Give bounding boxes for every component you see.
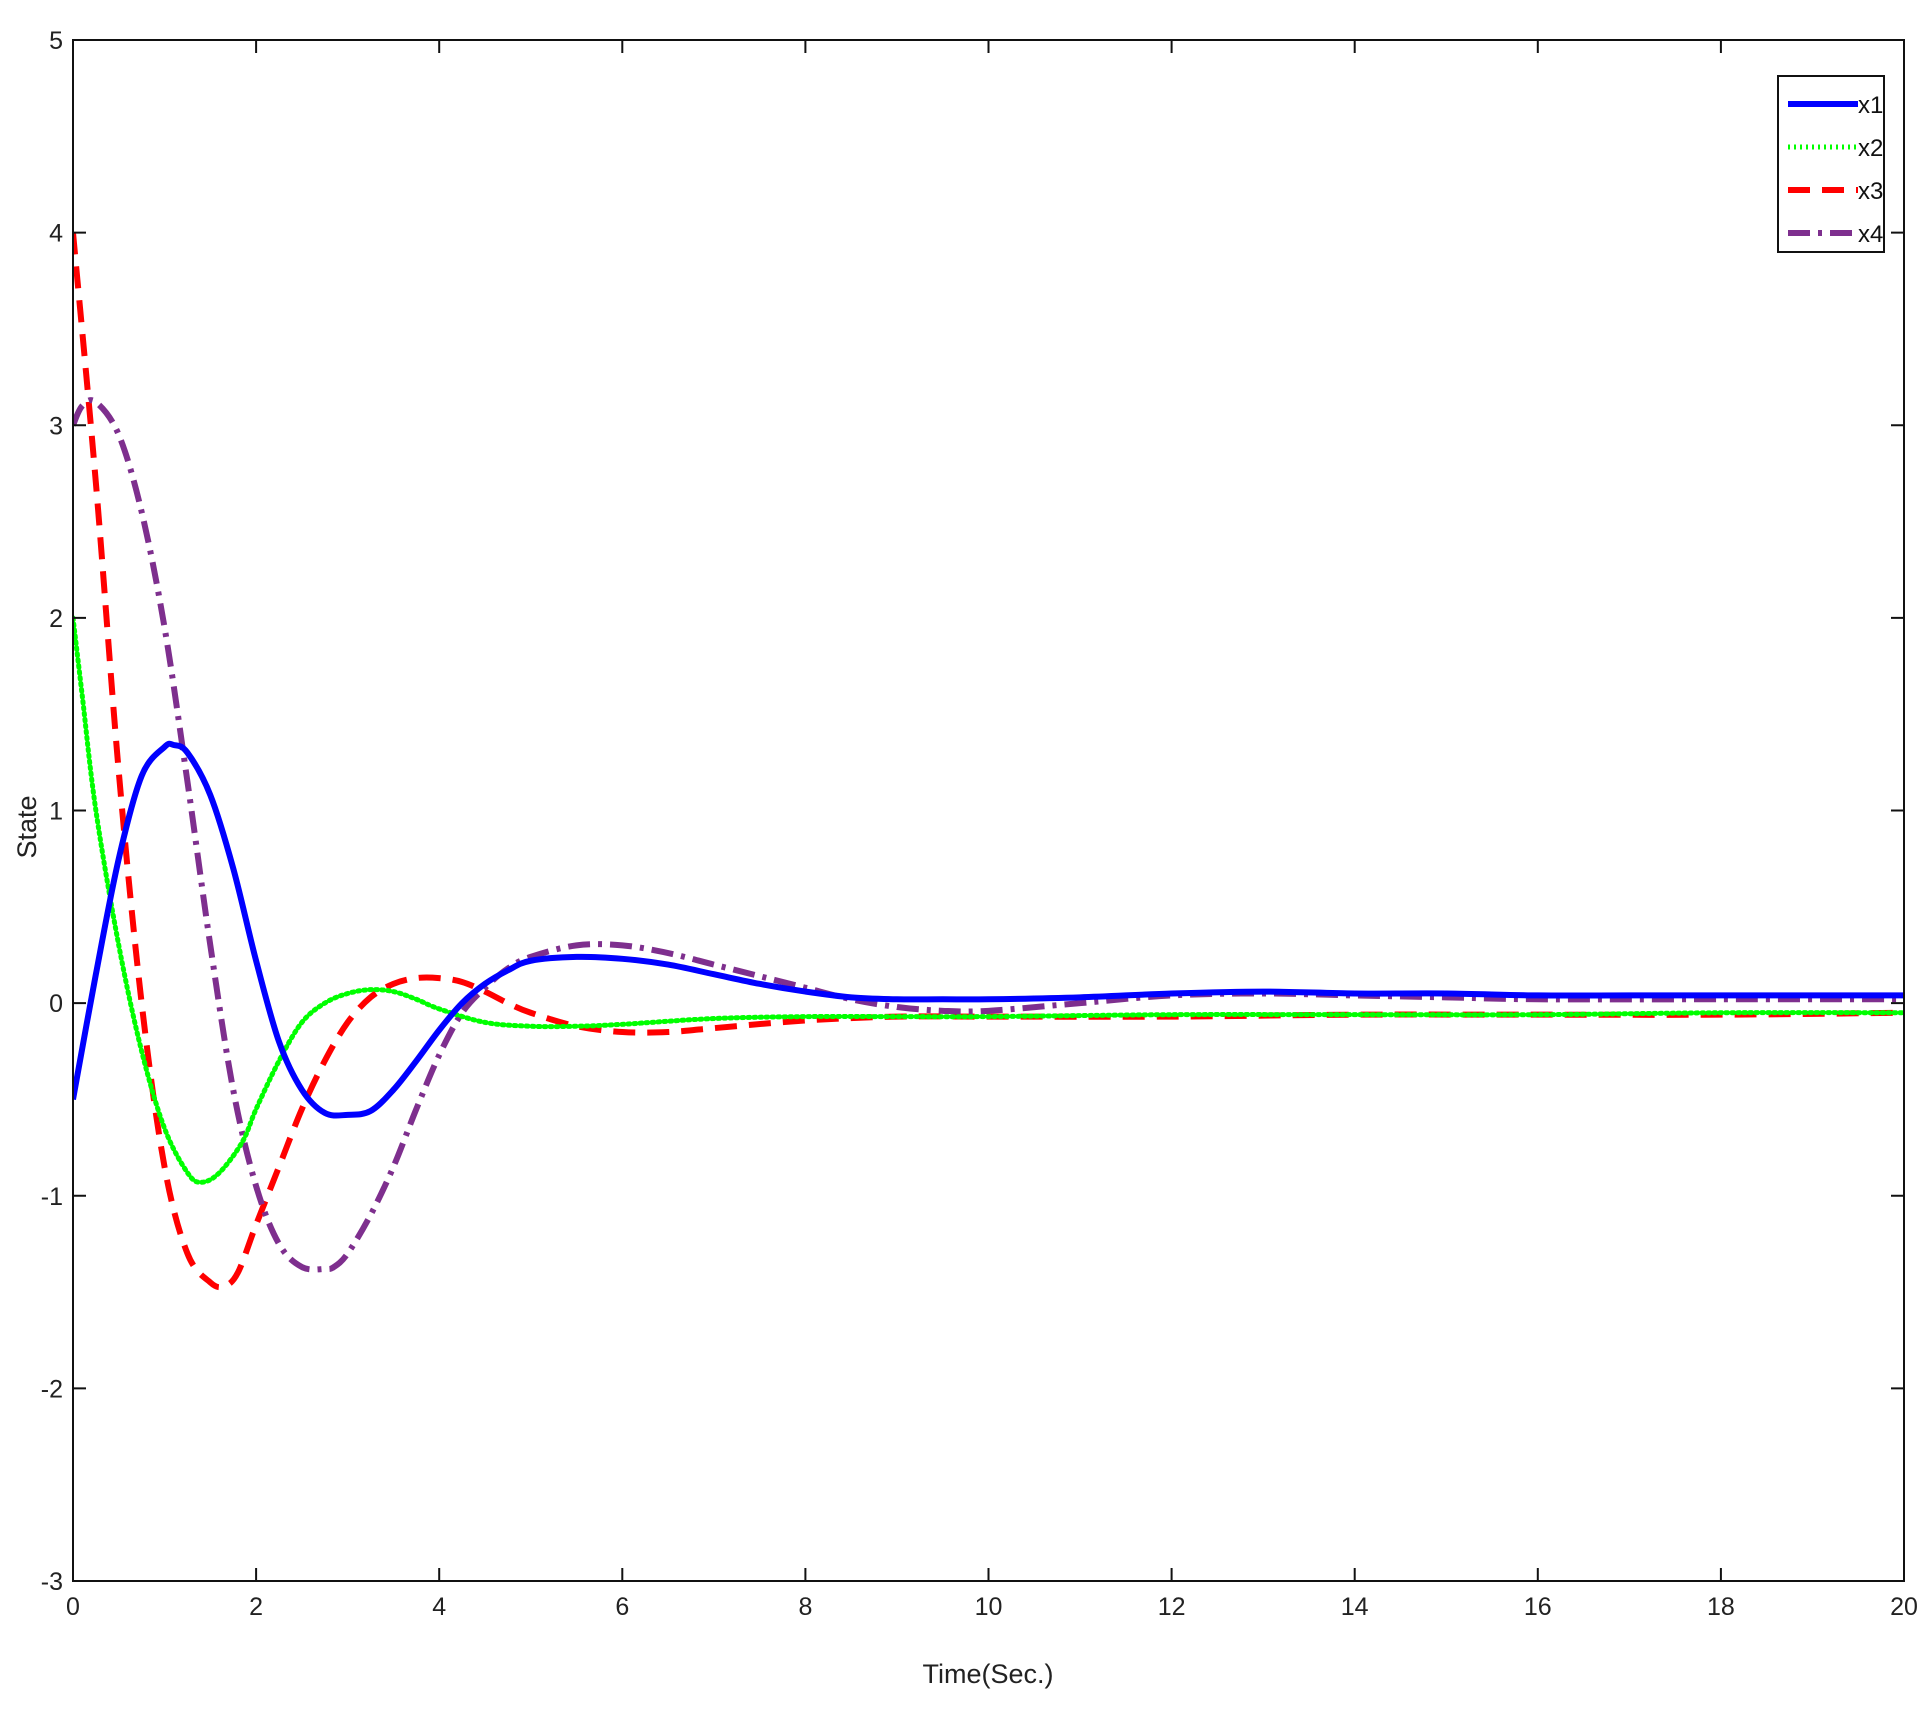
x-tick-label: 6 (615, 1593, 629, 1621)
x-tick-label: 20 (1890, 1593, 1918, 1621)
legend: x1 x2 x3 x4 (1777, 75, 1885, 253)
x-tick-label: 16 (1524, 1593, 1552, 1621)
legend-label-x1: x1 (1858, 92, 1883, 119)
y-tick-label: 4 (49, 220, 63, 248)
x-tick-label: 2 (249, 1593, 263, 1621)
y-tick-label: 1 (49, 798, 63, 826)
x-tick-label: 10 (975, 1593, 1003, 1621)
y-tick-label: -2 (41, 1375, 63, 1403)
legend-label-x4: x4 (1858, 221, 1883, 248)
series-line-x2 (73, 615, 1904, 1185)
y-axis-label: State (12, 795, 42, 858)
series-layer (73, 232, 1904, 1291)
y-tick-label: 2 (49, 605, 63, 633)
y-tick-label: 5 (49, 27, 63, 55)
legend-label-x3: x3 (1858, 178, 1883, 205)
x-tick-label: 0 (66, 1593, 80, 1621)
series-line-x1 (73, 740, 1904, 1119)
y-tick-label: 0 (49, 990, 63, 1018)
x-tick-label: 18 (1707, 1593, 1735, 1621)
y-tick-label: -3 (41, 1568, 63, 1596)
x-tick-label: 14 (1341, 1593, 1369, 1621)
x-tick-label: 4 (432, 1593, 446, 1621)
x-axis-label: Time(Sec.) (922, 1659, 1053, 1689)
x-tick-label: 8 (798, 1593, 812, 1621)
y-tick-label: -1 (41, 1183, 63, 1211)
legend-label-x2: x2 (1858, 135, 1883, 162)
x-tick-label: 12 (1158, 1593, 1186, 1621)
series-line-x3 (73, 232, 1904, 1291)
y-tick-label: 3 (49, 412, 63, 440)
